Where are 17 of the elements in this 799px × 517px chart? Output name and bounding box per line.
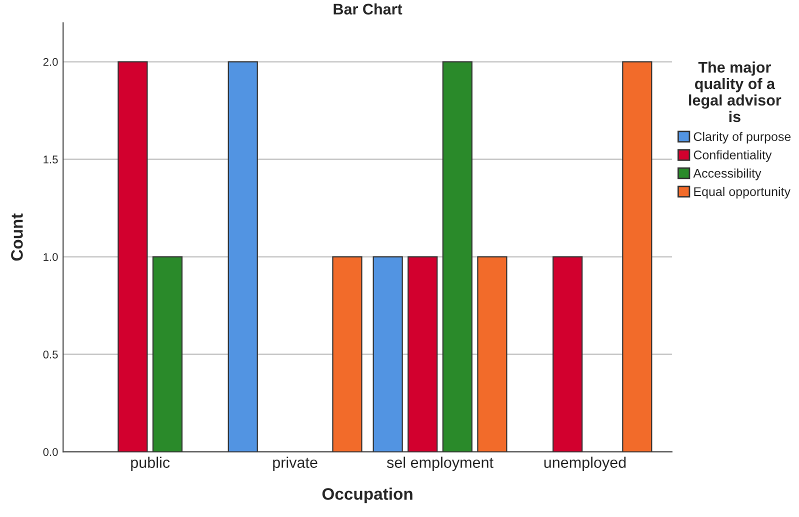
y-axis-title: Count	[11, 213, 23, 261]
legend-label: Confidentiality	[694, 150, 772, 162]
y-tick-label: 1.5	[44, 156, 58, 164]
legend-label: Clarity of purpose	[694, 132, 791, 144]
x-axis-title: Occupation	[322, 488, 412, 504]
x-tick-label: private	[273, 456, 318, 471]
y-tick-label: 0.0	[43, 448, 58, 456]
x-tick-label: public	[131, 456, 170, 471]
y-tick-label: 0.5	[43, 350, 58, 358]
legend-title: The major quality of a legal advisor is	[689, 62, 782, 122]
y-tick-label: 2.0	[43, 58, 58, 66]
x-tick-label: sel employment	[386, 456, 494, 471]
legend-label: Accessibility	[693, 168, 762, 180]
x-tick-label: unemployed	[544, 456, 626, 471]
chart-title: Bar Chart	[334, 3, 402, 15]
y-tick-label: 1.0	[44, 253, 58, 261]
legend-label: Equal opportunity	[694, 186, 790, 199]
